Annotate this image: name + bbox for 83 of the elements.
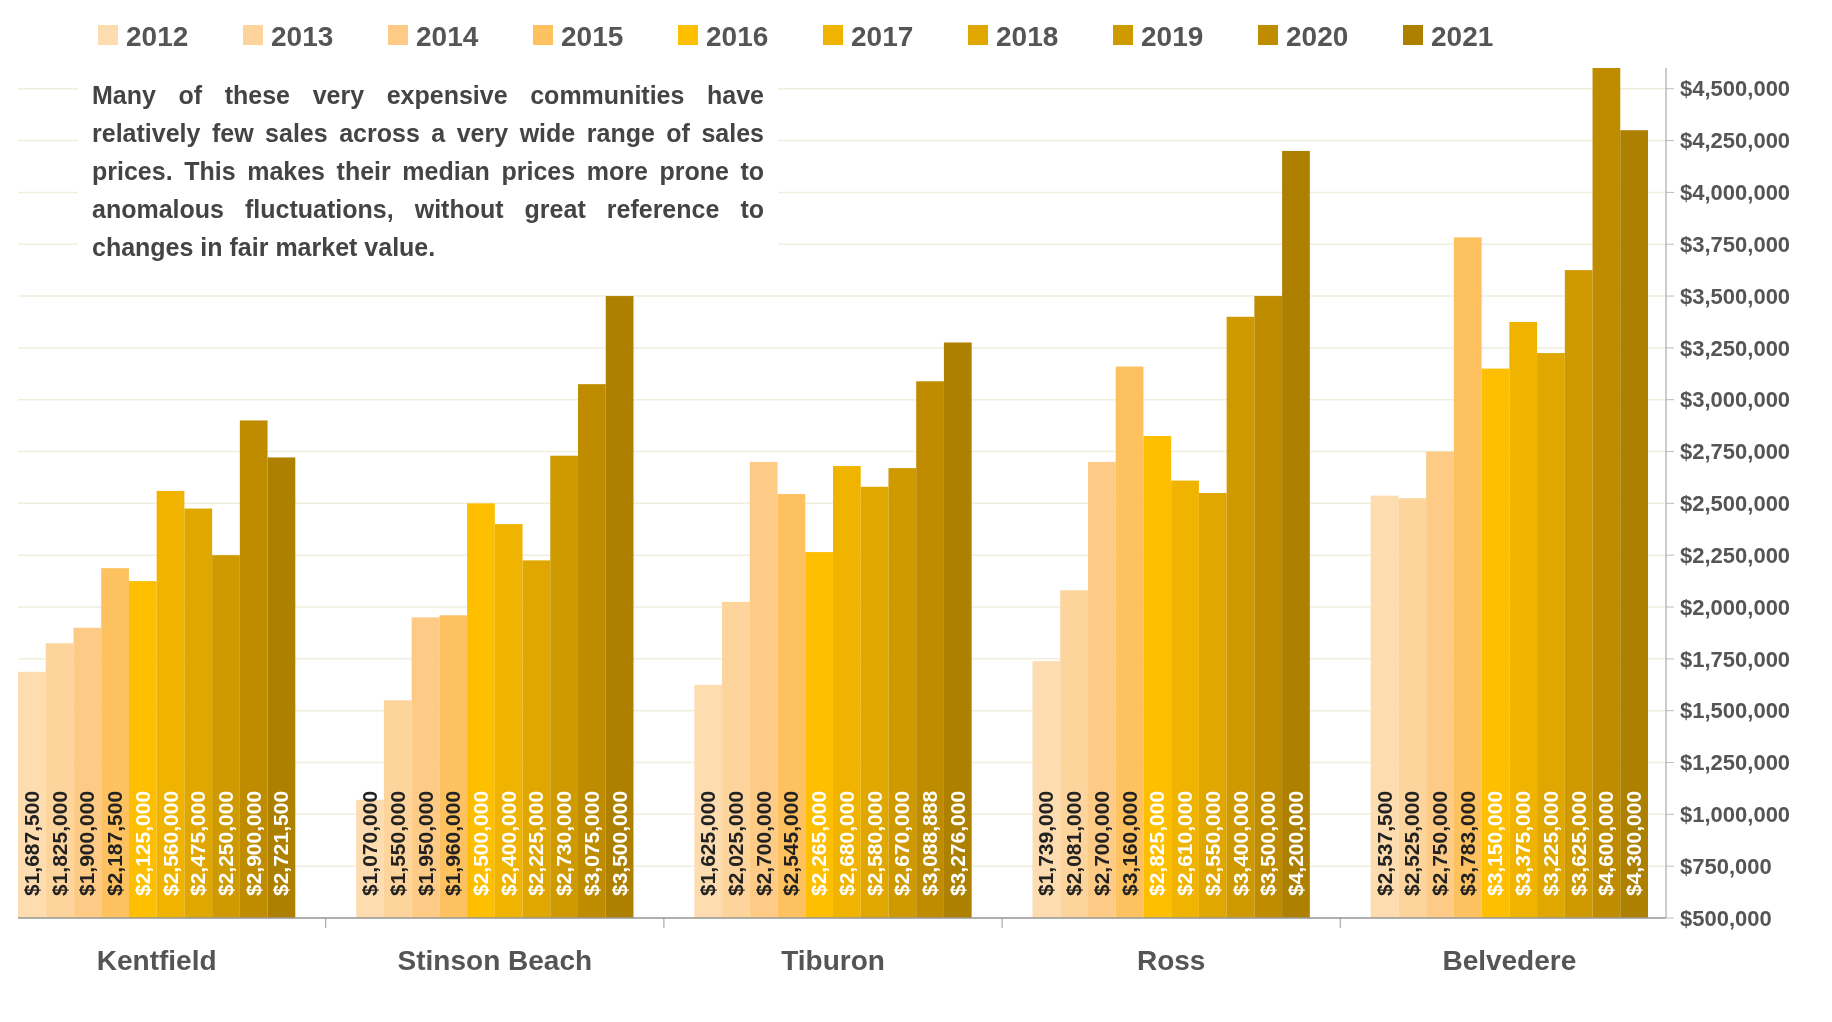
- data-label: $3,150,000: [1483, 790, 1507, 896]
- data-label: $2,721,500: [269, 790, 293, 896]
- data-label: $2,700,000: [751, 790, 775, 896]
- data-label: $2,550,000: [1200, 790, 1224, 896]
- data-label: $2,081,000: [1062, 790, 1086, 896]
- y-tick-label: $2,500,000: [1680, 491, 1791, 517]
- y-tick-label: $4,250,000: [1680, 128, 1791, 154]
- legend-label: 2018: [996, 20, 1059, 52]
- data-label: $3,625,000: [1566, 790, 1590, 896]
- data-label: $1,550,000: [385, 790, 409, 896]
- x-tick-label: Ross: [1136, 945, 1206, 976]
- data-label: $3,400,000: [1228, 790, 1252, 896]
- data-label: $2,730,000: [552, 790, 576, 896]
- data-label: $3,276,000: [945, 790, 969, 896]
- y-tick-label: $1,250,000: [1680, 750, 1791, 776]
- data-label: $2,400,000: [496, 790, 520, 896]
- data-label: $3,088,888: [918, 790, 942, 896]
- data-label: $4,300,000: [1622, 790, 1646, 896]
- data-label: $1,950,000: [413, 790, 437, 896]
- x-tick-label: Stinson Beach: [397, 945, 593, 976]
- annotation: Many of these very expensive communities have relatively few sales across a very wide range of sales prices. This makes their median prices more prone to anomalous fluctuations, without great reference to changes in fair market value.: [78, 76, 778, 266]
- data-label: $3,500,000: [1256, 790, 1280, 896]
- data-label: $2,025,000: [723, 790, 747, 896]
- y-tick-label: $2,000,000: [1680, 594, 1791, 620]
- y-tick-label: $1,000,000: [1680, 802, 1791, 828]
- data-label: $1,900,000: [75, 790, 99, 896]
- data-label: $2,750,000: [1428, 790, 1452, 896]
- data-label: $2,680,000: [834, 790, 858, 896]
- data-label: $1,825,000: [47, 790, 71, 896]
- data-label: $2,525,000: [1400, 790, 1424, 896]
- legend-label: 2021: [1431, 20, 1494, 52]
- data-label: $1,625,000: [696, 790, 720, 896]
- legend-label: 2015: [561, 20, 624, 52]
- data-label: $2,610,000: [1173, 790, 1197, 896]
- data-label: $3,225,000: [1538, 790, 1562, 896]
- x-tick-label: Kentfield: [96, 945, 217, 976]
- data-label: $3,075,000: [579, 790, 603, 896]
- legend-label: 2019: [1141, 20, 1204, 52]
- y-tick-label: $4,000,000: [1680, 180, 1791, 206]
- y-tick-label: $2,750,000: [1680, 439, 1791, 465]
- y-tick-label: $4,500,000: [1680, 76, 1791, 102]
- y-tick-label: $2,250,000: [1680, 542, 1791, 568]
- legend-label: 2016: [706, 20, 769, 52]
- y-tick-label: $3,500,000: [1680, 283, 1791, 309]
- data-label: $2,900,000: [241, 790, 265, 896]
- y-tick-label: $750,000: [1680, 853, 1772, 879]
- data-label: $1,070,000: [358, 790, 382, 896]
- data-label: $2,125,000: [130, 790, 154, 896]
- legend-label: 2014: [416, 20, 479, 52]
- y-tick-label: $3,250,000: [1680, 335, 1791, 361]
- y-tick-label: $3,750,000: [1680, 231, 1791, 257]
- data-label: $2,670,000: [890, 790, 914, 896]
- data-label: $2,537,500: [1372, 790, 1396, 896]
- x-tick-label: Tiburon: [781, 945, 885, 976]
- data-label: $3,160,000: [1117, 790, 1141, 896]
- legend-label: 2013: [271, 20, 334, 52]
- data-label: $4,200,000: [1283, 790, 1307, 896]
- x-tick-label: Belvedere: [1442, 945, 1577, 976]
- y-tick-label: $3,000,000: [1680, 387, 1791, 413]
- data-label: $2,560,000: [158, 790, 182, 896]
- data-label: $2,825,000: [1145, 790, 1169, 896]
- y-tick-label: $500,000: [1680, 905, 1772, 931]
- data-label: $1,739,000: [1034, 790, 1058, 896]
- data-label: $2,225,000: [524, 790, 548, 896]
- data-label: $3,375,000: [1511, 790, 1535, 896]
- data-label: $2,580,000: [862, 790, 886, 896]
- data-label: $2,265,000: [807, 790, 831, 896]
- data-label: $2,187,500: [103, 790, 127, 896]
- data-label: $4,600,000: [1594, 790, 1618, 896]
- data-label: $2,500,000: [468, 790, 492, 896]
- y-tick-label: $1,750,000: [1680, 646, 1791, 672]
- data-label: $2,700,000: [1089, 790, 1113, 896]
- legend-label: 2012: [126, 20, 189, 52]
- data-label: $3,500,000: [607, 790, 631, 896]
- y-tick-label: $1,500,000: [1680, 698, 1791, 724]
- data-label: $2,250,000: [213, 790, 237, 896]
- data-label: $1,960,000: [441, 790, 465, 896]
- data-label: $2,475,000: [186, 790, 210, 896]
- data-label: $3,783,000: [1455, 790, 1479, 896]
- legend-label: 2020: [1286, 20, 1349, 52]
- legend-label: 2017: [851, 20, 914, 52]
- data-label: $2,545,000: [779, 790, 803, 896]
- data-label: $1,687,500: [19, 790, 43, 896]
